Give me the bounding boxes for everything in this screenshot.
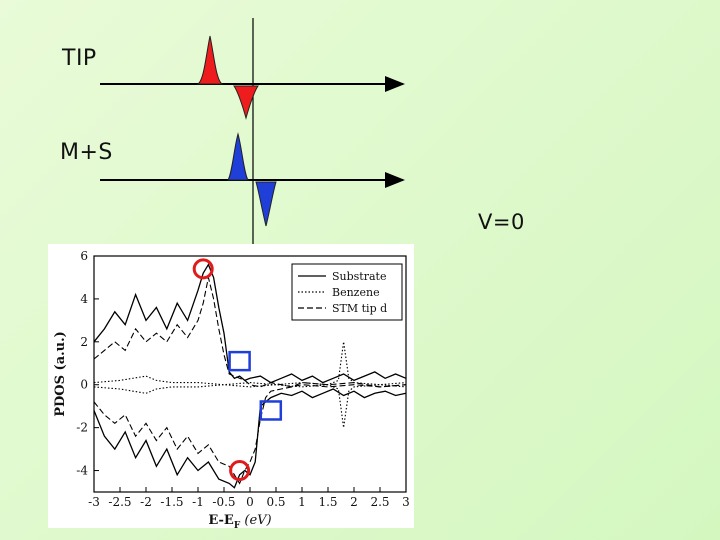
x-tick-label: 1.5 [318,495,337,509]
x-tick-label: 1 [298,495,306,509]
ms-occupied-peak [227,132,249,181]
x-tick-label: 2.5 [370,495,389,509]
legend-box [291,263,403,321]
x-tick-label: -2.5 [108,495,131,509]
pdos-plot-panel: -3 -2.5 -2 -1.5 -1 -0.5 0 0.5 1 1.5 2 2.5 3 6 4 2 0 -2 -4 P… [48,244,414,528]
series-line-3 [93,384,407,428]
series-line-2 [93,341,407,386]
x-tick-label: -1.5 [160,495,183,509]
x-tick-label: 2 [350,495,358,509]
x-tick-label: -2 [140,495,152,509]
x-tick-label: 3 [402,495,410,509]
legend-entry: Benzene [332,286,380,299]
series-line-4 [93,277,407,388]
series-line-1 [93,388,407,489]
highlight-circle [229,460,251,482]
y-tick-label: 6 [80,249,88,263]
x-tick-label: -3 [88,495,100,509]
legend-entry: STM tip d [332,302,387,315]
y-tick-label: -2 [76,421,88,435]
pdos-chart: -3 -2.5 -2 -1.5 -1 -0.5 0 0.5 1 1.5 2 2.5 3 6 4 2 0 -2 -4 P… [53,249,410,528]
y-axis-title: PDOS (a.u.) [53,331,68,417]
tip-label: TIP [62,46,97,71]
y-tick-label: -4 [76,464,88,478]
tip-occupied-peak [196,35,224,85]
x-tick-label: 0 [246,495,254,509]
highlight-square [259,400,283,421]
y-tick-label: 4 [80,292,88,306]
series-line-5 [93,384,407,485]
x-tick-label: 0.5 [266,495,285,509]
highlight-square [228,350,251,372]
voltage-label: V=0 [478,210,525,234]
x-tick-label: -1 [192,495,204,509]
tip-unoccupied-peak [233,85,259,120]
x-axis-title: E-EF (eV) [208,513,271,528]
y-tick-label: 2 [80,335,88,349]
metal-substrate-label: M+S [60,140,113,165]
x-tick-label: -0.5 [212,495,235,509]
highlight-circle [192,258,214,280]
legend-entry: Substrate [332,270,386,283]
y-tick-label: 0 [80,378,88,392]
ms-unoccupied-peak [255,181,277,227]
